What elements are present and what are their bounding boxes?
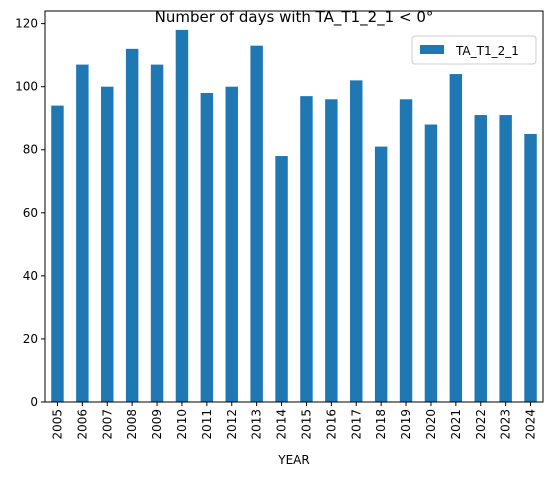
bar-2022 [474,115,487,402]
bar-2023 [499,115,512,402]
x-tick-label: 2015 [299,409,313,440]
bar-2013 [250,45,263,402]
x-tick-label: 2024 [524,409,538,440]
plot-frame [44,10,544,403]
bar-2016 [325,99,338,402]
y-tick-label: 20 [23,332,38,346]
bar-2014 [275,156,288,402]
y-axis-ticks: 0 20 40 60 80 100 120 [15,17,45,409]
x-tick-label: 2010 [175,409,189,440]
y-tick-label: 40 [23,269,38,283]
bars-layer [51,29,537,403]
legend-label: TA_T1_2_1 [455,44,519,58]
legend-box [411,35,537,65]
x-axis-ticks: 2005 2006 2007 2008 2009 2010 2011 2012 2013 2014… [50,402,538,440]
y-tick-label: 0 [30,395,38,409]
x-tick-label: 2021 [449,409,463,440]
y-tick-label: 100 [15,80,38,94]
bar-2021 [449,74,463,402]
bar-2017 [350,80,363,403]
bar-2008 [125,48,139,403]
x-tick-label: 2014 [275,409,289,440]
x-tick-label: 2007 [100,409,114,440]
bar-2012 [225,86,238,403]
bar-2020 [424,124,438,403]
chart-title: Number of days with TA_T1_2_1 < 0° [155,8,434,27]
bar-2024 [524,133,537,403]
x-axis-label: YEAR [277,453,309,467]
x-tick-label: 2017 [349,409,363,440]
bar-2009 [150,64,164,402]
y-tick-label: 60 [23,206,38,220]
x-tick-label: 2006 [75,409,89,440]
bar-2019 [399,99,413,402]
x-tick-label: 2005 [50,409,64,440]
x-tick-label: 2009 [150,409,164,440]
x-tick-label: 2008 [125,409,139,440]
x-tick-label: 2019 [399,409,413,440]
bar-2018 [374,146,388,402]
y-tick-label: 80 [23,143,38,157]
x-tick-label: 2016 [324,409,338,440]
bar-2015 [300,96,313,402]
x-tick-label: 2023 [499,409,513,440]
x-tick-label: 2013 [250,409,264,440]
legend-swatch [420,45,444,54]
x-tick-label: 2022 [474,409,488,440]
x-tick-label: 2011 [200,409,214,440]
bar-2010 [175,29,189,402]
bar-2006 [76,64,89,402]
x-tick-label: 2018 [374,409,388,440]
y-tick-label: 120 [15,17,38,31]
x-tick-label: 2012 [225,409,239,440]
bar-2007 [101,86,114,403]
bar-2011 [200,92,214,402]
bar-2005 [51,105,64,402]
x-tick-label: 2020 [424,409,438,440]
legend: TA_T1_2_1 [411,35,537,65]
